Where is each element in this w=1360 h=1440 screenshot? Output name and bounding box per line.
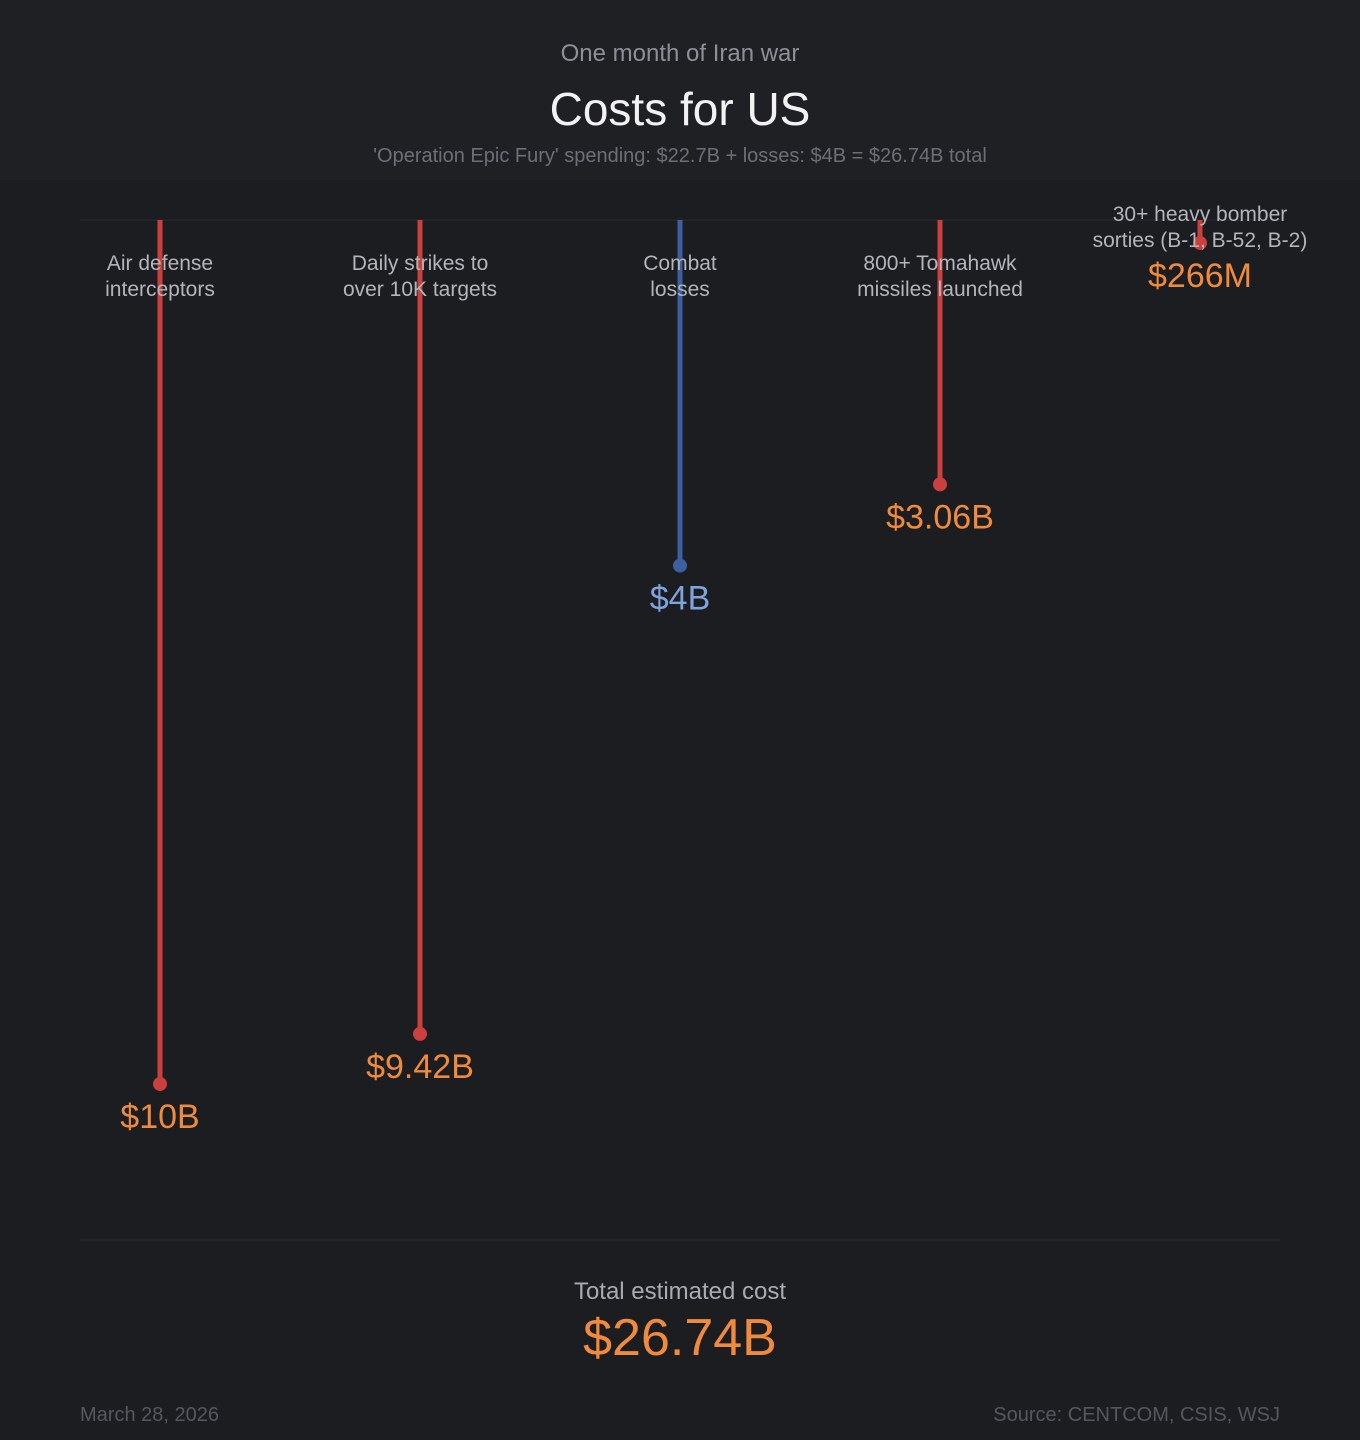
category-label: Combat xyxy=(643,252,717,275)
bar-dot xyxy=(673,558,687,573)
category-label: sorties (B-1, B-52, B-2) xyxy=(1093,229,1308,252)
total-label: Total estimated cost xyxy=(573,1278,787,1305)
bar-dot xyxy=(933,477,947,492)
value-label: $9.42B xyxy=(366,1048,474,1086)
value-label: $3.06B xyxy=(886,498,994,536)
category-label: losses xyxy=(650,278,710,301)
value-label: $4B xyxy=(650,580,711,618)
bar-dot xyxy=(413,1026,427,1041)
chart-title: Costs for US xyxy=(549,83,811,135)
chart-header: One month of Iran war Costs for US 'Oper… xyxy=(0,0,1360,180)
chart-subtitle: 'Operation Epic Fury' spending: $22.7B +… xyxy=(373,145,987,167)
value-label: $10B xyxy=(120,1098,199,1136)
value-label: $266M xyxy=(1148,257,1252,295)
category-label: missiles launched xyxy=(857,278,1023,301)
bar-dot xyxy=(153,1077,167,1091)
category-label: 30+ heavy bomber xyxy=(1113,203,1288,226)
category-label: Daily strikes to xyxy=(352,252,489,275)
footer-source: Source: CENTCOM, CSIS, WSJ xyxy=(993,1404,1280,1426)
category-label: Air defense xyxy=(107,252,213,275)
footer-date: March 28, 2026 xyxy=(80,1404,219,1426)
category-label: interceptors xyxy=(105,278,215,301)
category-label: 800+ Tomahawk xyxy=(863,252,1017,275)
total-value: $26.74B xyxy=(583,1309,777,1367)
category-label: over 10K targets xyxy=(343,278,497,301)
chart-kicker: One month of Iran war xyxy=(560,40,800,67)
bar-dot xyxy=(1193,235,1207,250)
